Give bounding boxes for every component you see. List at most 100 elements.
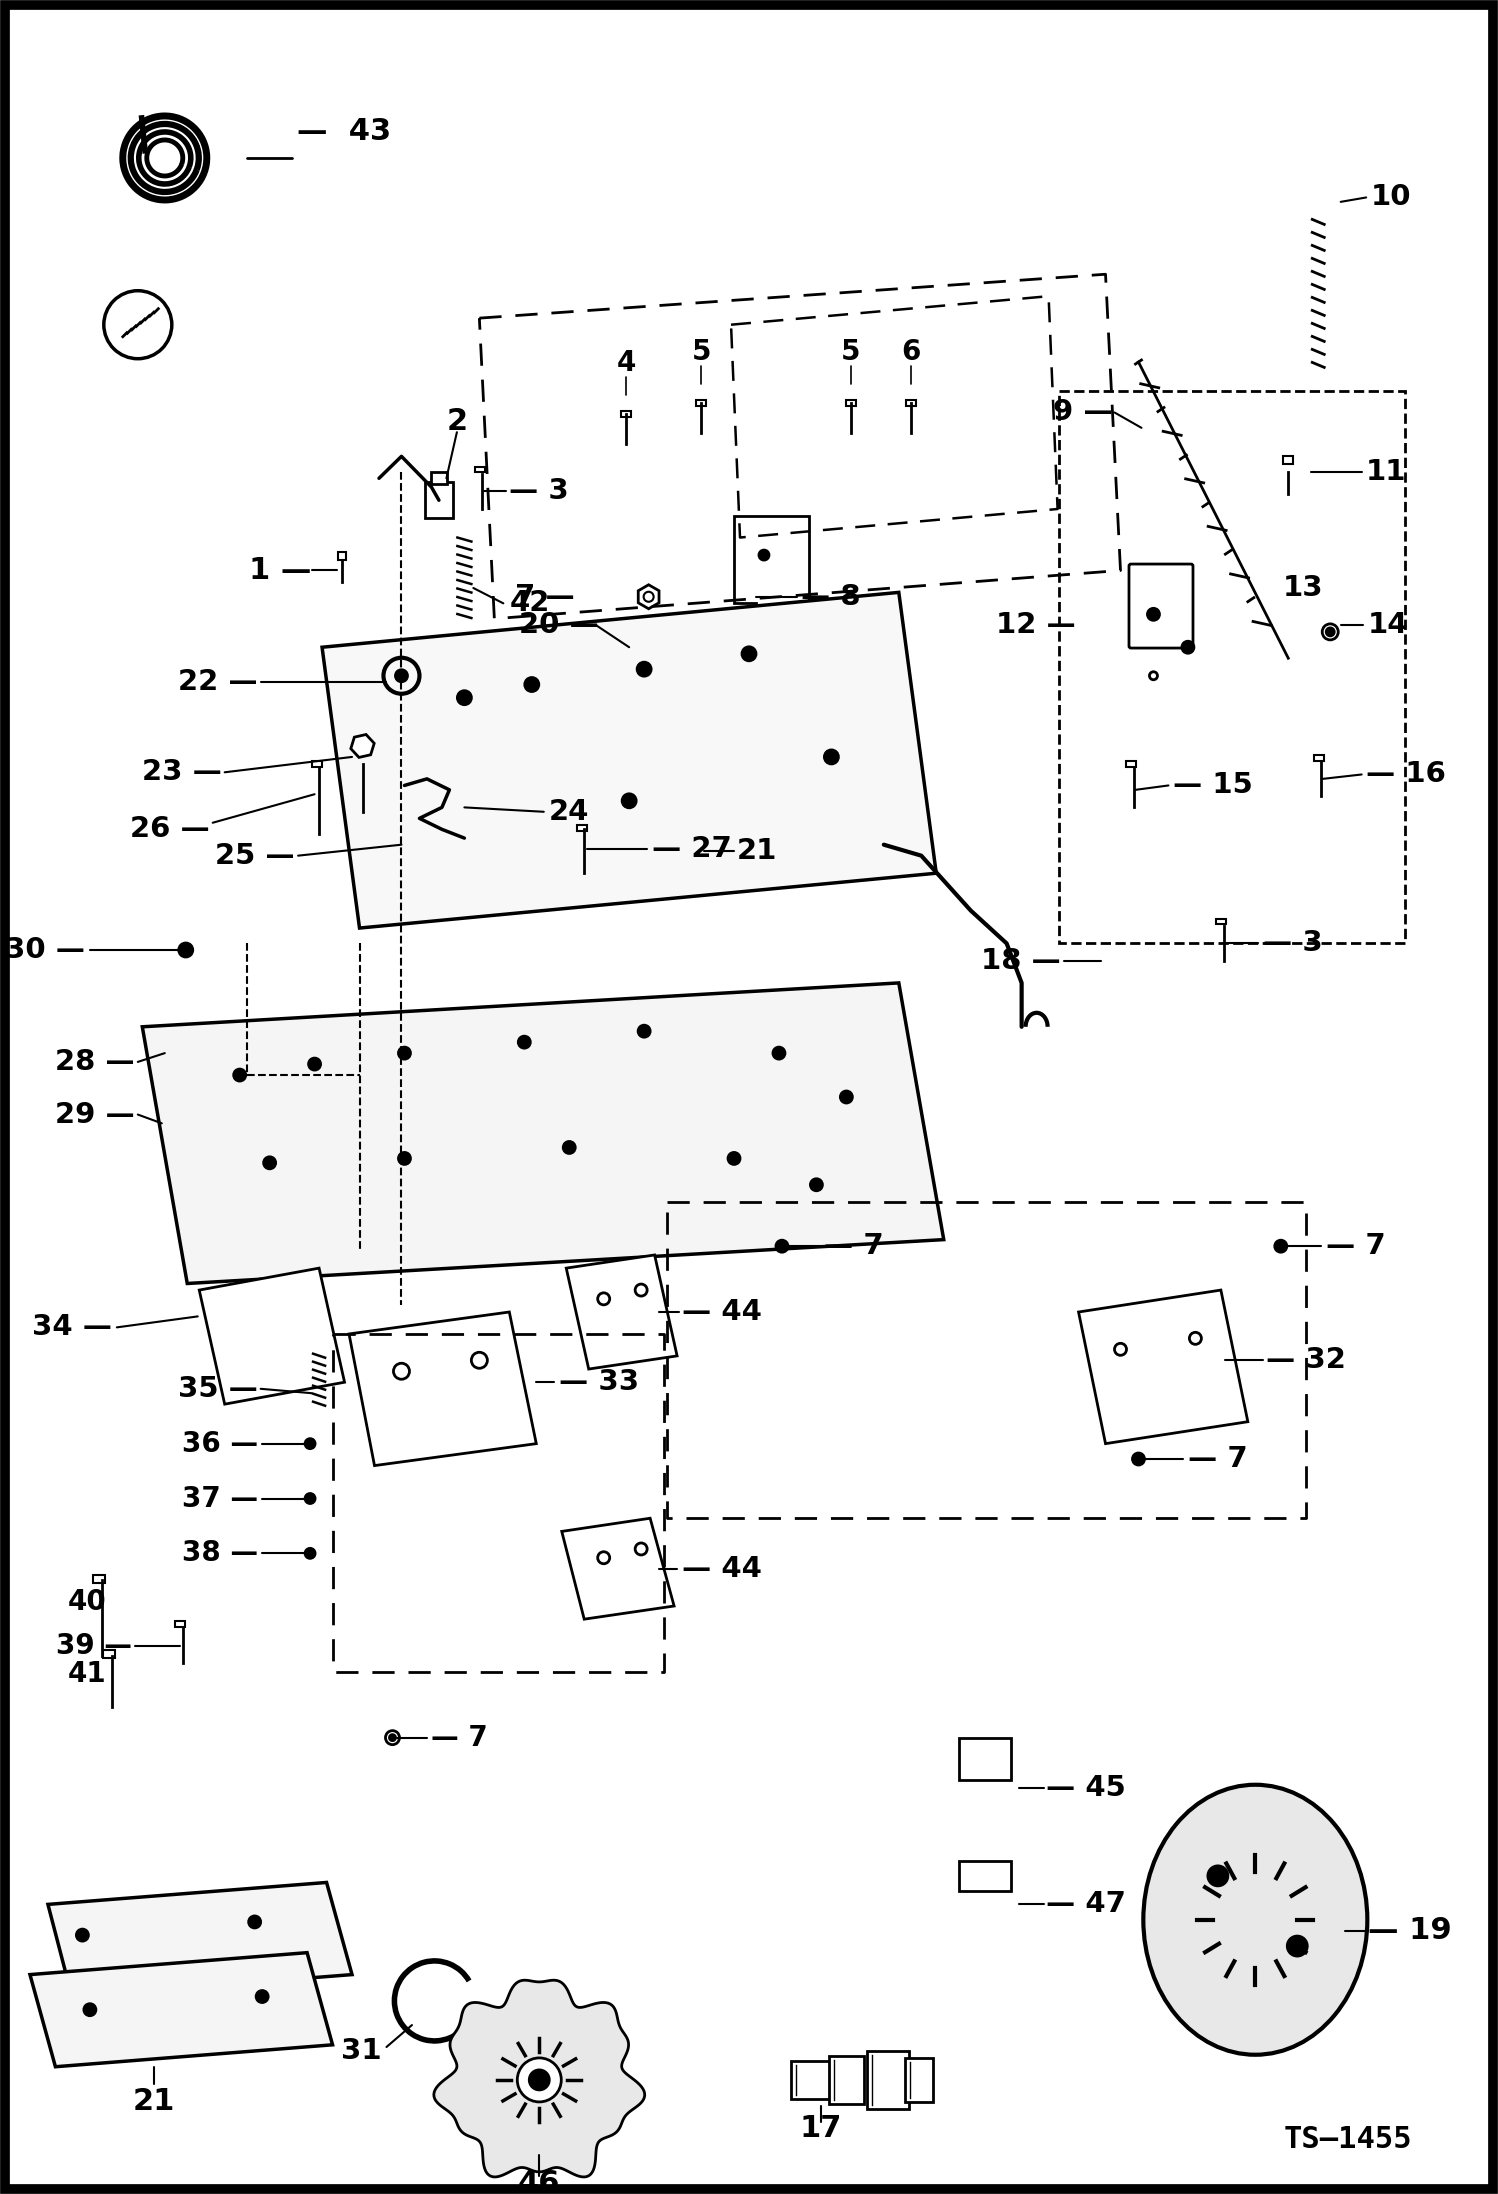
- Text: 18 —: 18 —: [981, 948, 1061, 974]
- Text: 5: 5: [840, 338, 861, 366]
- Text: 11: 11: [1366, 459, 1407, 485]
- Circle shape: [563, 1141, 575, 1154]
- Circle shape: [524, 678, 539, 691]
- Text: 24: 24: [548, 799, 589, 825]
- Bar: [622, 410, 631, 417]
- Circle shape: [1326, 627, 1335, 636]
- Circle shape: [1147, 608, 1159, 621]
- Circle shape: [742, 647, 756, 660]
- Text: 41: 41: [67, 1661, 106, 1687]
- Bar: [905, 2058, 933, 2102]
- Bar: [1284, 456, 1293, 465]
- Text: 46: 46: [518, 2168, 560, 2194]
- Text: 22 —: 22 —: [178, 669, 258, 695]
- Circle shape: [178, 943, 193, 957]
- Circle shape: [728, 1152, 740, 1165]
- Polygon shape: [434, 1981, 644, 2176]
- Bar: [577, 825, 587, 832]
- Text: 4: 4: [617, 349, 635, 377]
- Text: 36 —: 36 —: [181, 1430, 258, 1457]
- Text: — 15: — 15: [1173, 772, 1252, 799]
- Text: — 32: — 32: [1266, 1347, 1345, 1373]
- Bar: [1314, 755, 1324, 761]
- Circle shape: [776, 1240, 788, 1253]
- Bar: [312, 761, 322, 768]
- Polygon shape: [734, 516, 809, 680]
- Circle shape: [234, 1068, 246, 1082]
- Polygon shape: [566, 1255, 677, 1369]
- Polygon shape: [562, 1518, 674, 1619]
- Text: 37 —: 37 —: [181, 1485, 258, 1512]
- Circle shape: [256, 1990, 268, 2003]
- Text: 17: 17: [800, 2113, 842, 2144]
- Polygon shape: [322, 592, 936, 928]
- Text: 21: 21: [133, 2086, 175, 2117]
- Text: — 44: — 44: [682, 1299, 761, 1325]
- Text: —  43: — 43: [297, 116, 391, 147]
- Text: 6: 6: [902, 338, 920, 366]
- Text: 1 —: 1 —: [249, 555, 312, 586]
- Ellipse shape: [1143, 1784, 1368, 2056]
- Circle shape: [264, 1156, 276, 1169]
- Circle shape: [306, 1494, 315, 1503]
- Circle shape: [518, 1036, 530, 1049]
- Text: — 3: — 3: [1263, 930, 1323, 957]
- Circle shape: [249, 1915, 261, 1929]
- Bar: [1126, 761, 1137, 768]
- Bar: [175, 1621, 186, 1628]
- Text: 2: 2: [446, 406, 467, 437]
- Bar: [828, 2056, 864, 2104]
- Bar: [1216, 919, 1227, 924]
- Circle shape: [1132, 1452, 1144, 1466]
- Text: 31: 31: [342, 2038, 382, 2065]
- Circle shape: [457, 691, 472, 704]
- Text: 23 —: 23 —: [142, 759, 222, 785]
- Text: 26 —: 26 —: [130, 816, 210, 842]
- Text: 13: 13: [1282, 575, 1324, 601]
- Text: 7 —: 7 —: [515, 584, 575, 610]
- Circle shape: [782, 606, 791, 614]
- Polygon shape: [142, 983, 944, 1283]
- Bar: [1059, 391, 1405, 943]
- Circle shape: [637, 663, 652, 676]
- Text: — 7: — 7: [1326, 1233, 1386, 1259]
- Circle shape: [517, 2058, 562, 2102]
- Bar: [475, 467, 485, 472]
- Bar: [337, 553, 346, 559]
- Bar: [867, 2051, 909, 2108]
- Text: — 8: — 8: [801, 584, 861, 610]
- Circle shape: [76, 1929, 88, 1942]
- Text: — 7: — 7: [431, 1724, 488, 1751]
- Circle shape: [824, 750, 839, 764]
- Text: 28 —: 28 —: [55, 1049, 135, 1075]
- Text: 5: 5: [691, 338, 712, 366]
- Text: 38 —: 38 —: [181, 1540, 258, 1567]
- Text: 20 —: 20 —: [520, 612, 599, 638]
- Circle shape: [309, 1058, 321, 1071]
- Bar: [697, 399, 706, 406]
- Circle shape: [84, 2003, 96, 2016]
- Text: — 7: — 7: [824, 1233, 884, 1259]
- Bar: [906, 399, 915, 406]
- Bar: [103, 1650, 115, 1659]
- Text: 10: 10: [1371, 184, 1411, 211]
- Bar: [959, 1861, 1011, 1891]
- Circle shape: [622, 794, 637, 807]
- Circle shape: [1287, 1935, 1308, 1957]
- Text: 21: 21: [737, 838, 777, 864]
- Text: TS–1455: TS–1455: [1284, 2124, 1413, 2155]
- Text: 12 —: 12 —: [996, 612, 1076, 638]
- Polygon shape: [30, 1953, 333, 2067]
- Circle shape: [773, 1047, 785, 1060]
- Polygon shape: [349, 1312, 536, 1466]
- Text: — 19: — 19: [1368, 1915, 1452, 1946]
- Circle shape: [1275, 1240, 1287, 1253]
- Text: 30 —: 30 —: [6, 937, 85, 963]
- Text: 14: 14: [1368, 612, 1408, 638]
- Bar: [791, 2060, 839, 2100]
- Text: — 33: — 33: [559, 1369, 638, 1395]
- Text: 40: 40: [67, 1588, 106, 1615]
- Text: 9 —: 9 —: [1053, 399, 1113, 426]
- Text: — 47: — 47: [1046, 1891, 1125, 1918]
- Circle shape: [389, 1735, 395, 1740]
